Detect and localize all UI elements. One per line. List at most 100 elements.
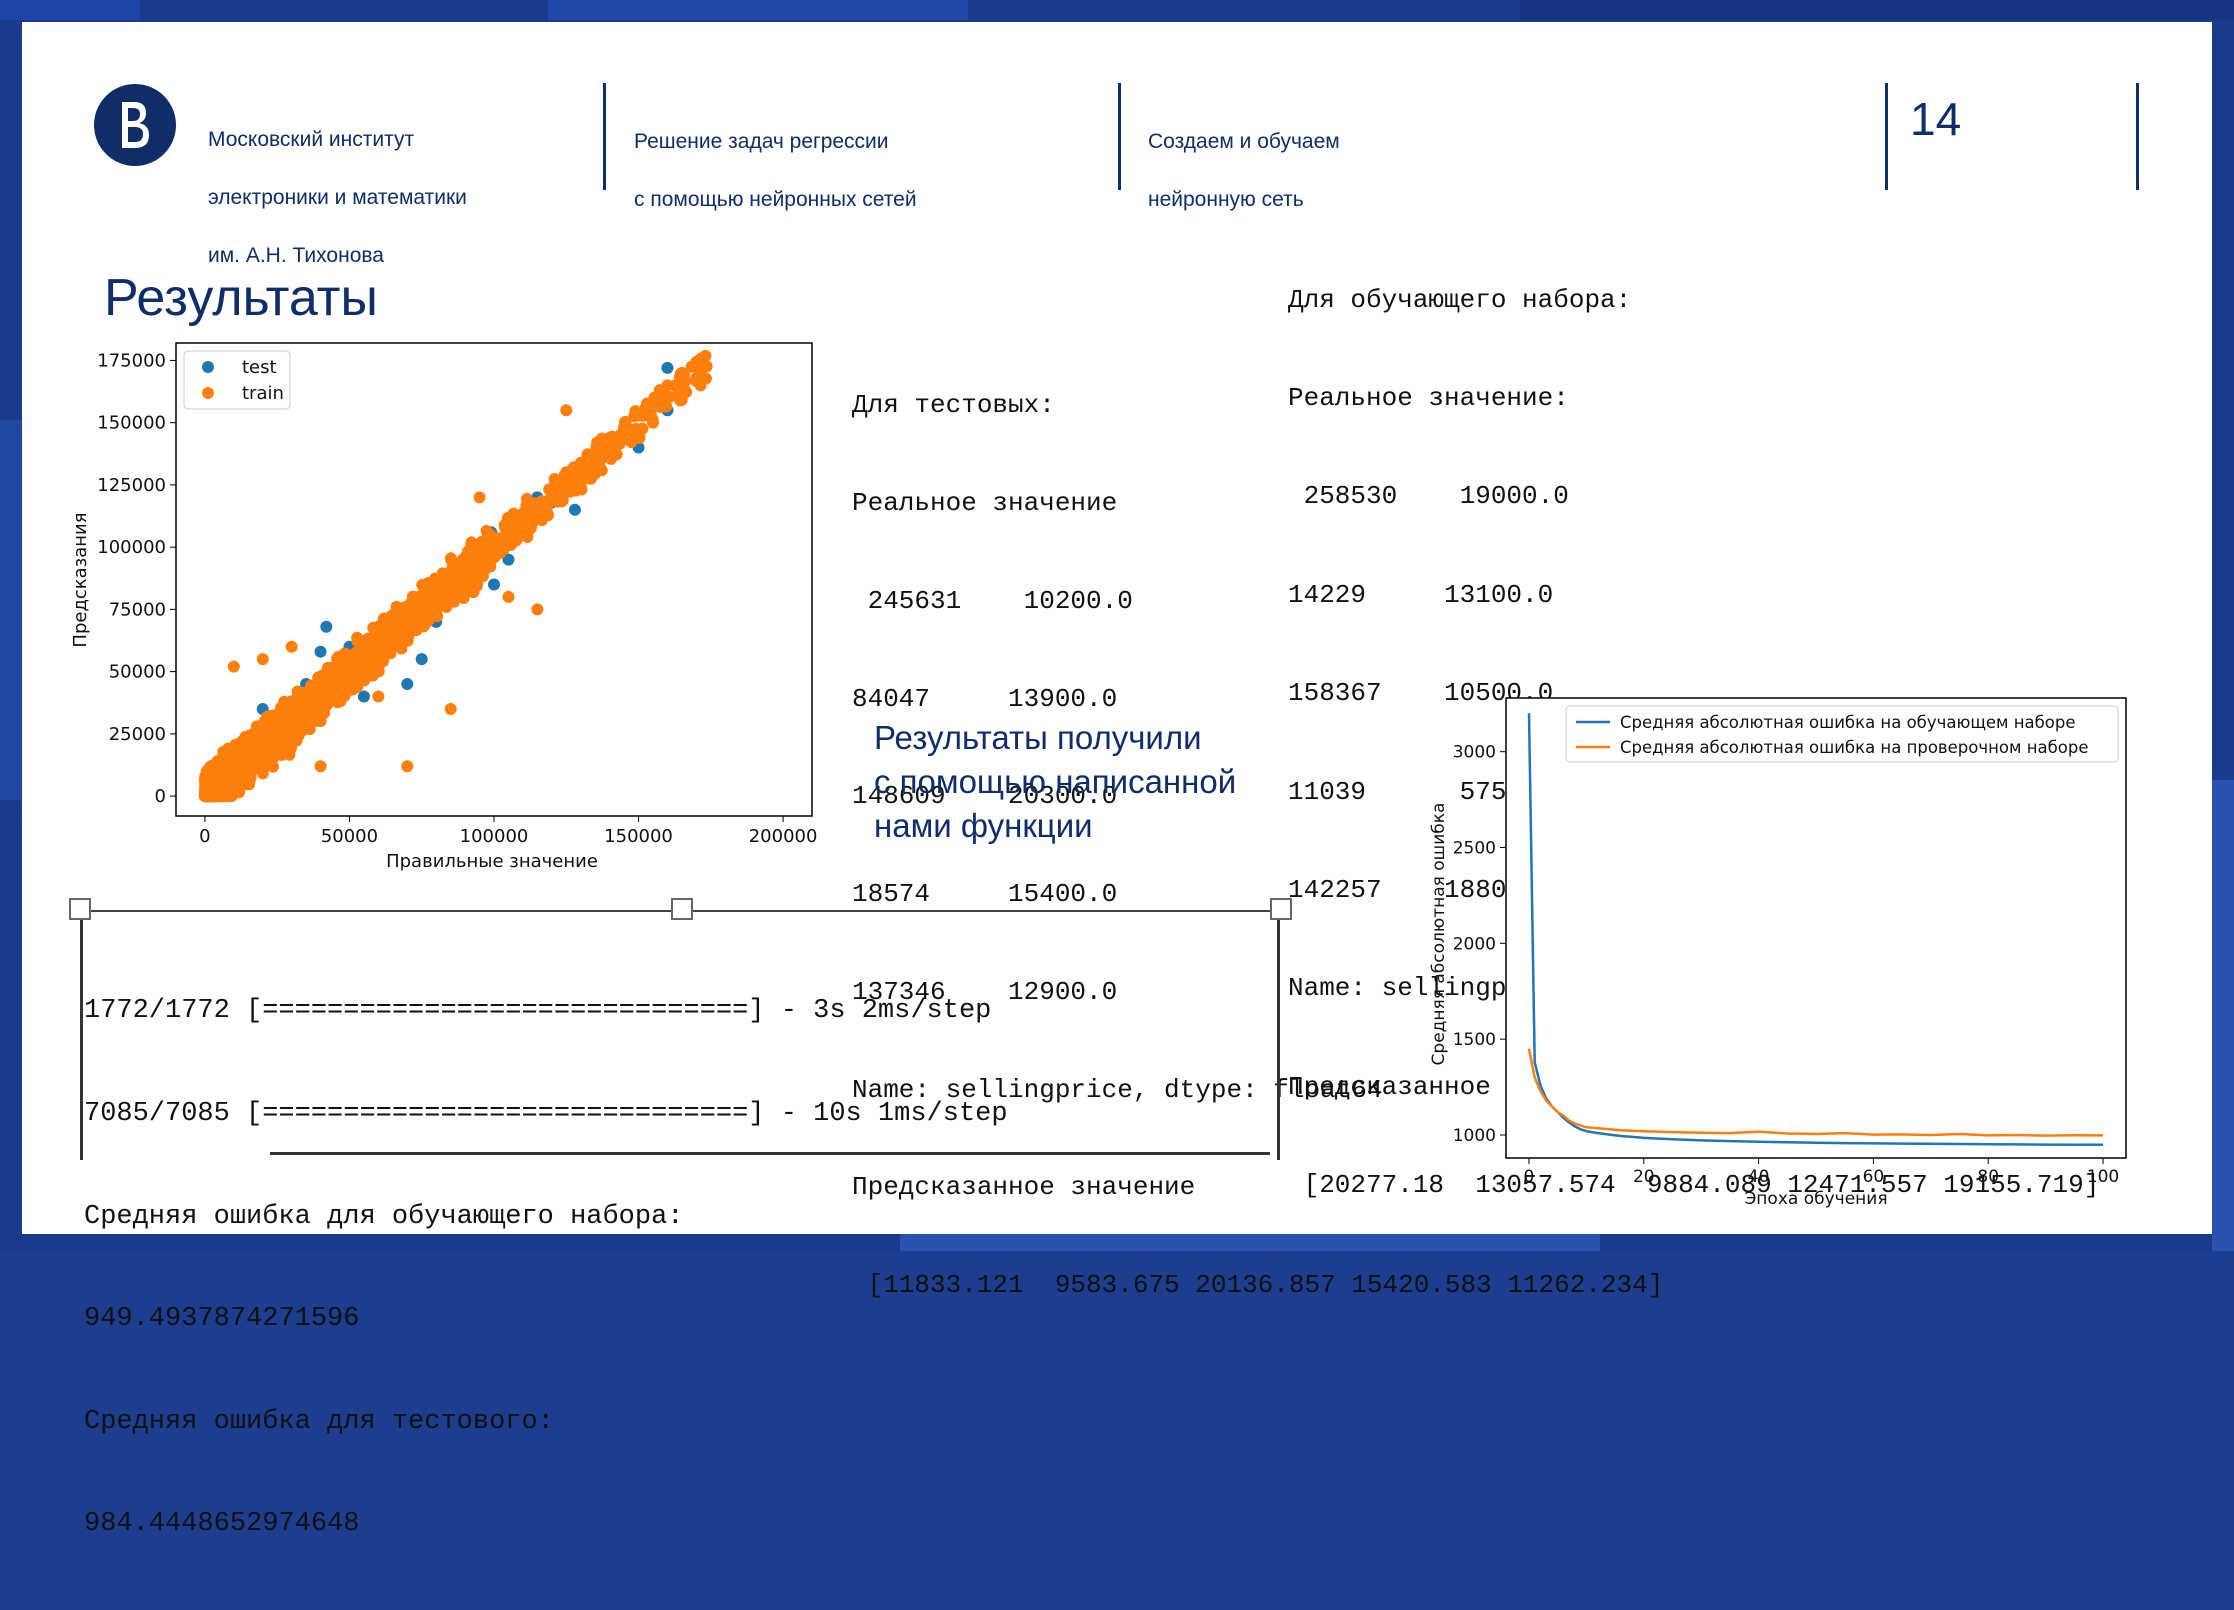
scatter-x-tick-label: 50000	[321, 826, 378, 847]
institute-name: Московский институт электроники и матема…	[208, 96, 467, 299]
resize-handle[interactable]	[1270, 898, 1292, 920]
loss-x-tick-label: 20	[1633, 1167, 1655, 1187]
loss-y-tick-label: 1500	[1453, 1030, 1496, 1050]
test-output-row: 137346 12900.0	[852, 976, 1118, 1007]
resize-handle[interactable]	[69, 898, 91, 920]
course-line: с помощью нейронных сетей	[634, 188, 917, 211]
legend-label-train: train	[242, 383, 284, 404]
scatter-point-train	[475, 535, 488, 548]
test-output-line: Для тестовых:	[852, 390, 1055, 421]
scatter-point-train	[232, 771, 245, 784]
scatter-y-tick-label: 75000	[109, 599, 166, 620]
scatter-point-train	[467, 586, 480, 599]
scatter-point-train	[328, 674, 341, 687]
terminal-line: 949.4937874271596	[84, 1304, 360, 1335]
scatter-point-train	[636, 422, 649, 435]
loss-x-axis-label: Эпоха обучения	[1744, 1189, 1887, 1209]
scatter-point-train	[695, 362, 708, 375]
scatter-point-train	[647, 416, 659, 429]
scatter-point-train	[474, 546, 487, 559]
scatter-point-train	[621, 422, 634, 435]
scatter-x-tick-label: 200000	[749, 826, 818, 847]
train-output-values: [20277.18 13057.574 9884.089 12471.557 1…	[1288, 1170, 2100, 1201]
test-output-row: 84047 13900.0	[852, 683, 1118, 714]
frame-decoration	[900, 1232, 1600, 1251]
scatter-point-train	[502, 590, 515, 603]
scatter-y-tick-label: 50000	[109, 662, 166, 683]
scatter-point-train	[462, 567, 475, 580]
scatter-point-train	[300, 693, 313, 706]
scatter-point-train	[261, 710, 274, 723]
scatter-point-test	[314, 645, 327, 658]
terminal-bottom-border	[270, 1152, 1270, 1155]
legend-label-train-mae: Средняя абсолютная ошибка на обучающем н…	[1620, 713, 2076, 732]
scatter-point-train	[261, 739, 274, 752]
scatter-point-train	[373, 619, 386, 632]
scatter-point-train	[360, 640, 373, 653]
scatter-point-train	[540, 503, 553, 516]
topic-line: Создаем и обучаем	[1148, 130, 1340, 153]
header-divider	[603, 83, 606, 190]
scatter-point-train	[216, 754, 229, 767]
scatter-point-train	[370, 641, 383, 654]
frame-decoration	[2212, 780, 2234, 1251]
scatter-point-train	[256, 653, 269, 666]
scatter-point-train	[239, 747, 252, 760]
topic-line: нейронную сеть	[1148, 188, 1304, 211]
scatter-point-train	[370, 662, 383, 675]
scatter-point-train	[222, 742, 235, 755]
train-output-row: 258530 19000.0	[1288, 481, 1569, 512]
institute-line: электроники и математики	[208, 186, 467, 209]
scatter-point-test	[401, 678, 414, 691]
terminal-line: 984.4448652974648	[84, 1509, 360, 1540]
scatter-point-train	[575, 483, 588, 496]
scatter-point-test	[661, 361, 674, 374]
scatter-point-train	[685, 360, 698, 373]
scatter-chart: 0 50000 100000 150000 200000 0 25000 50000 75000…	[60, 330, 830, 890]
scatter-point-train	[372, 690, 385, 703]
scatter-point-train	[379, 641, 392, 654]
scatter-point-train	[358, 659, 371, 672]
scatter-point-train	[595, 432, 608, 445]
scatter-point-train	[444, 579, 457, 592]
scatter-point-train	[629, 405, 642, 418]
scatter-point-train	[531, 603, 544, 616]
scatter-point-train	[348, 662, 361, 675]
scatter-point-train	[249, 747, 262, 760]
scatter-point-train	[308, 703, 321, 716]
scatter-point-train	[233, 737, 246, 750]
loss-chart: 0 20 40 60 80 100 1000 1500 2000 2500 3000 Средняя…	[1420, 694, 2140, 1219]
test-output-line: Name: sellingprice, dtype: float64	[852, 1074, 1383, 1105]
loss-y-tick-label: 3000	[1453, 743, 1496, 763]
terminal-text: 1772/1772 [=============================…	[84, 926, 1008, 1610]
scatter-point-train	[444, 702, 457, 715]
course-name: Решение задач регрессии с помощью нейрон…	[634, 98, 917, 243]
caption-line: с помощью написанной	[874, 763, 1237, 800]
scatter-point-train	[473, 491, 486, 504]
scatter-point-train	[425, 590, 438, 603]
scatter-point-train	[661, 379, 674, 392]
scatter-point-train	[314, 760, 327, 773]
scatter-point-test	[415, 653, 428, 666]
scatter-point-train	[415, 615, 428, 628]
loss-x-tick-label: 60	[1863, 1167, 1885, 1187]
frame-decoration	[548, 0, 968, 20]
terminal-output-image: 1772/1772 [=============================…	[80, 910, 1280, 1539]
resize-handle[interactable]	[671, 898, 693, 920]
scatter-point-train	[574, 474, 587, 487]
scatter-point-train	[278, 723, 291, 736]
terminal-line: Средняя ошибка для обучающего набора:	[84, 1201, 684, 1232]
scatter-y-tick-label: 0	[155, 786, 166, 807]
page-number: 14	[1910, 93, 1962, 145]
scatter-point-train	[579, 459, 592, 472]
terminal-left-border	[80, 910, 83, 1160]
loss-plot-area	[1505, 697, 2127, 1159]
header-divider	[1885, 83, 1888, 190]
scatter-x-tick-label: 100000	[460, 826, 529, 847]
caption-line: Результаты получили	[874, 719, 1202, 756]
train-output-line: Реальное значение:	[1288, 382, 1569, 413]
terminal-line: 1772/1772 [=============================…	[84, 996, 992, 1027]
scatter-point-test	[320, 620, 333, 633]
scatter-point-train	[219, 781, 232, 794]
terminal-line: 7085/7085 [=============================…	[84, 1099, 1008, 1130]
